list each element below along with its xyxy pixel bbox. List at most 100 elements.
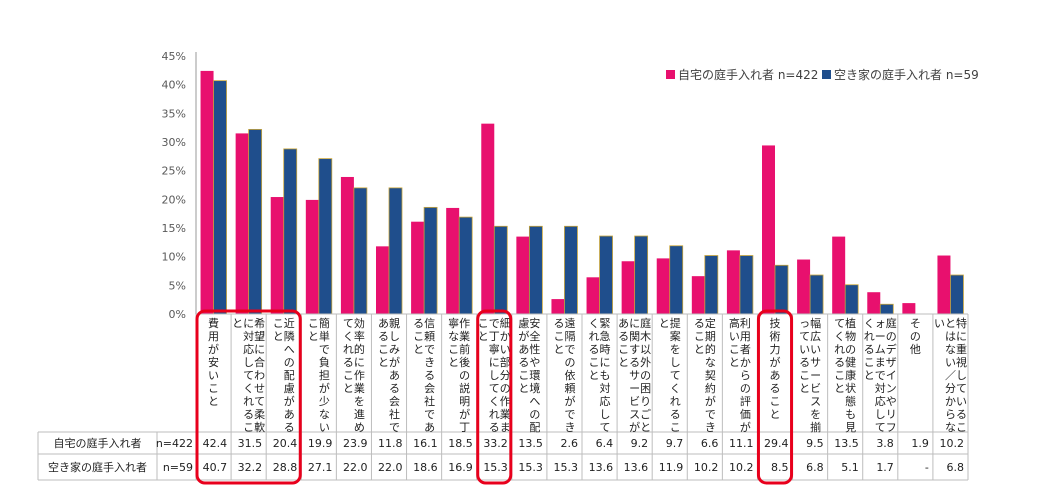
legend-label: 空き家の庭手入れ者 n=59 xyxy=(834,67,979,82)
table-cell: 6.6 xyxy=(701,437,719,450)
category-label: 近隣への配慮があること xyxy=(273,317,295,434)
category-label: その他 xyxy=(910,317,921,356)
category-label: 技術力があること xyxy=(770,317,781,421)
highlight-box xyxy=(476,309,513,485)
table-cell: 27.1 xyxy=(308,461,333,474)
table-cell: 16.9 xyxy=(448,461,473,474)
table-cell: 1.7 xyxy=(876,461,894,474)
bar-own-garden xyxy=(726,250,740,314)
y-tick-label: 0% xyxy=(169,308,186,321)
table-cell: 6.8 xyxy=(947,461,965,474)
category-label: 幅広いサービスを揃っていること xyxy=(799,317,821,434)
table-cell: 33.2 xyxy=(483,437,508,450)
table-cell: 32.2 xyxy=(238,461,263,474)
table-cell: 13.6 xyxy=(624,461,649,474)
bar-vacant-house xyxy=(634,235,649,315)
row-header-label: 空き家の庭手入れ者 xyxy=(48,460,147,474)
highlight-box xyxy=(756,309,794,485)
bar-own-garden xyxy=(200,70,214,314)
y-tick-label: 35% xyxy=(162,107,186,120)
bar-vacant-house xyxy=(564,225,578,315)
table-cell: 15.3 xyxy=(483,461,508,474)
bar-own-garden xyxy=(832,236,846,314)
bar-own-garden xyxy=(235,133,249,314)
bar-vacant-house xyxy=(879,303,894,315)
bar-vacant-house xyxy=(844,284,859,315)
table-cell: 10.2 xyxy=(940,437,965,450)
series-1 xyxy=(200,70,951,314)
bar-own-garden xyxy=(691,276,705,314)
legend-swatch xyxy=(666,70,675,79)
table-cell: 9.2 xyxy=(631,437,649,450)
table-cell: 28.8 xyxy=(273,461,298,474)
table-cell: 13.5 xyxy=(834,437,859,450)
bar-own-garden xyxy=(551,299,565,314)
y-tick-label: 20% xyxy=(162,193,186,206)
category-label: 提案をしてくれること xyxy=(659,317,681,434)
bar-vacant-house xyxy=(353,187,368,315)
bar-own-garden xyxy=(411,221,425,314)
category-label: 細かい部分の作業まで丁寧にしてくれること xyxy=(478,317,511,434)
row-header-n: n=59 xyxy=(163,461,193,474)
table-cell: - xyxy=(925,461,929,474)
table-cell: 40.7 xyxy=(203,461,228,474)
series-2 xyxy=(213,80,964,315)
category-label: 利用者からの評価が高いこと xyxy=(729,316,751,434)
table-cell: 42.4 xyxy=(203,437,228,450)
row-header-n: n=422 xyxy=(156,437,193,450)
table-cell: 8.5 xyxy=(771,461,789,474)
category-label: 費用が安いこと xyxy=(208,316,219,408)
table-cell: 3.8 xyxy=(876,437,894,450)
table-cell: 13.6 xyxy=(589,461,614,474)
highlight-box xyxy=(195,309,302,485)
y-axis: 0% 5% 10% 15% 20% 25% 30% 35% 40% 45% xyxy=(162,50,197,321)
category-labels: 費用が安いこと 希望に合わせて柔軟に対応してくれること 近隣への配慮があること簡単で… xyxy=(208,316,967,434)
y-tick-label: 10% xyxy=(162,251,186,264)
table-cell: 13.5 xyxy=(518,437,543,450)
category-label: 希望に合わせて柔軟に対応してくれること xyxy=(232,316,265,434)
table-cell: 9.5 xyxy=(806,437,824,450)
table-cell: 16.1 xyxy=(413,437,438,450)
bar-vacant-house xyxy=(704,255,719,315)
bar-vacant-house xyxy=(318,158,333,315)
table-cell: 31.5 xyxy=(238,437,263,450)
category-label: 遠隔での依頼ができること xyxy=(553,317,575,434)
bar-own-garden xyxy=(481,123,495,314)
bar-own-garden xyxy=(340,176,354,314)
bar-own-garden xyxy=(867,292,881,314)
table-cell: 18.5 xyxy=(448,437,473,450)
bar-own-garden xyxy=(797,259,811,314)
bar-own-garden xyxy=(305,199,319,314)
table-cell: 23.9 xyxy=(343,437,368,450)
category-label: 定期的な契約ができること xyxy=(694,316,716,434)
category-label: 簡単で負担が少ないこと xyxy=(308,316,330,434)
y-tick-label: 15% xyxy=(162,222,186,235)
category-label: 庭のデザインやリフォームまで対応してくれること xyxy=(864,316,897,434)
table-cell: 19.9 xyxy=(308,437,333,450)
category-label: 植物の健康状態も見てくれること xyxy=(834,316,856,434)
table-cell: 2.6 xyxy=(561,437,579,450)
table-cell: 15.3 xyxy=(554,461,579,474)
table-cell: 22.0 xyxy=(378,461,403,474)
y-tick-label: 40% xyxy=(162,79,186,92)
bar-vacant-house xyxy=(950,274,964,315)
category-label: 作業前後の説明が丁寧なこと xyxy=(448,316,470,434)
data-table: 自宅の庭手入れ者 n=422 空き家の庭手入れ者 n=59 42.4 31.5 20.4 19… xyxy=(37,313,969,481)
table-cell: 6.4 xyxy=(596,437,614,450)
table-cell: 11.9 xyxy=(659,461,684,474)
legend-label: 自宅の庭手入れ者 n=422 xyxy=(678,67,818,82)
table-cell: 18.6 xyxy=(413,461,438,474)
bar-vacant-house xyxy=(599,235,613,315)
legend-swatch xyxy=(822,70,831,79)
table-cell: 10.2 xyxy=(729,461,754,474)
table-cell: 5.1 xyxy=(841,461,859,474)
y-tick-label: 30% xyxy=(162,136,186,149)
table-cell: 1.9 xyxy=(911,437,929,450)
table-cell: 22.0 xyxy=(343,461,368,474)
table-cell: 10.2 xyxy=(694,461,719,474)
category-label: 特に重視していることはない／分からない xyxy=(934,316,967,434)
category-label: 安全性や環境への配慮があること xyxy=(518,316,540,434)
bar-vacant-house xyxy=(528,225,543,315)
category-label: 信頼できる会社であること xyxy=(413,317,435,434)
bar-own-garden xyxy=(621,261,635,314)
